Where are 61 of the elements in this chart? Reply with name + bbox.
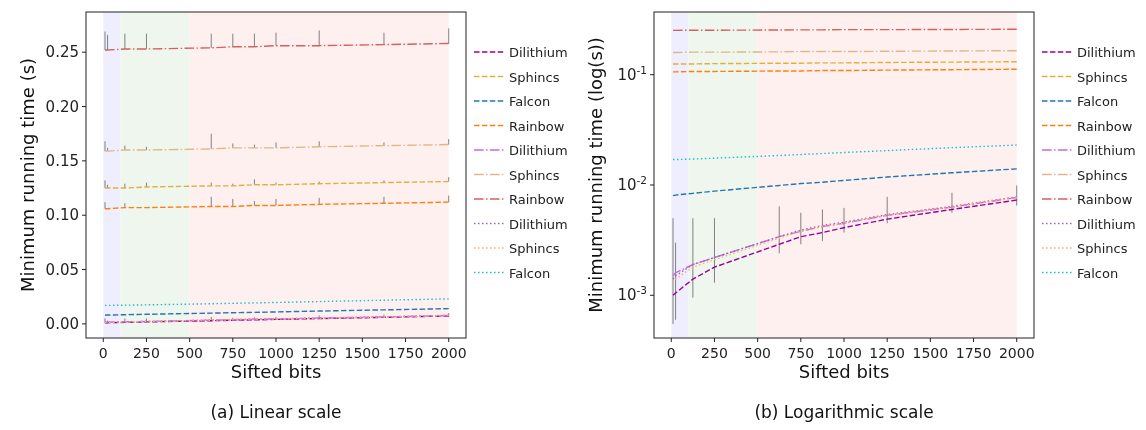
x-tick-label: 1500	[344, 345, 381, 361]
y-tick-label: 0.00	[45, 314, 79, 333]
y-axis-title: Minimum running time (s)	[17, 57, 38, 293]
line-series	[672, 144, 1018, 161]
x-tick-label: 0	[98, 345, 108, 361]
legend-label: Dilithium	[1077, 45, 1136, 60]
x-tick-label: 750	[219, 345, 247, 361]
x-tick-label: 250	[701, 345, 728, 361]
line-series	[672, 168, 1018, 197]
line-series	[104, 180, 450, 189]
x-tick-label: 2000	[430, 345, 467, 361]
text: (a) Linear scale	[210, 402, 342, 422]
x-tick-label: 2000	[998, 345, 1035, 361]
legend-label: Rainbow	[509, 192, 565, 207]
x-tick-label: 250	[133, 345, 160, 361]
x-tick-label: 500	[744, 345, 771, 361]
legend-label: Falcon	[1077, 265, 1119, 281]
legend-label: Sphincs	[1077, 167, 1128, 183]
line-series	[104, 143, 450, 152]
x-tick-label: 0	[666, 345, 676, 361]
x-tick-label: 750	[787, 345, 815, 361]
x-tick-label: 1250	[869, 345, 905, 361]
y-tick-label: 0.10	[45, 206, 79, 225]
legend-label: Falcon	[509, 94, 551, 109]
x-tick-label: 1000	[258, 345, 294, 361]
legend-label: Dilithium	[1077, 143, 1136, 158]
legend-label: Sphincs	[509, 241, 560, 256]
line-series	[104, 298, 450, 307]
legend-label: Rainbow	[509, 118, 565, 134]
legend-label: Rainbow	[1077, 192, 1133, 207]
legend-label: Falcon	[509, 265, 551, 281]
legend-label: Sphincs	[509, 167, 560, 183]
y-tick-label: 10$^{-1}$	[617, 63, 647, 84]
x-tick-label: 1750	[955, 345, 992, 361]
y-axis-title: Minimum running time (log(s))	[585, 37, 606, 313]
x-axis-title: Sifted bits	[230, 361, 322, 382]
y-tick-label: 0.05	[45, 260, 79, 279]
legend-label: Dilithium	[1077, 216, 1136, 232]
x-tick-label: 1000	[826, 345, 862, 361]
x-tick-label: 1500	[912, 345, 949, 361]
legend-label: Sphincs	[1077, 241, 1128, 256]
y-tick-label: 0.15	[45, 151, 79, 170]
text: (b) Logarithmic scale	[754, 402, 934, 422]
x-tick-label: 1250	[301, 345, 337, 361]
legend-label: Dilithium	[509, 45, 568, 60]
legend-label: Falcon	[1077, 94, 1119, 109]
x-tick-label: 1750	[387, 345, 424, 361]
legend-label: Sphincs	[509, 69, 560, 85]
legend-label: Sphincs	[1077, 69, 1128, 85]
y-tick-label: 10$^{-3}$	[617, 284, 647, 305]
x-tick-label: 500	[176, 345, 203, 361]
y-tick-label: 0.20	[45, 97, 79, 116]
y-tick-label: 0.25	[45, 43, 79, 62]
legend-label: Dilithium	[509, 216, 568, 232]
y-tick-label: 10$^{-2}$	[617, 173, 647, 194]
x-axis-title: Sifted bits	[798, 361, 890, 382]
line-series	[104, 307, 450, 316]
legend-label: Dilithium	[509, 143, 568, 158]
line-series	[104, 42, 450, 51]
line-series	[104, 201, 450, 210]
legend-label: Rainbow	[1077, 118, 1133, 134]
